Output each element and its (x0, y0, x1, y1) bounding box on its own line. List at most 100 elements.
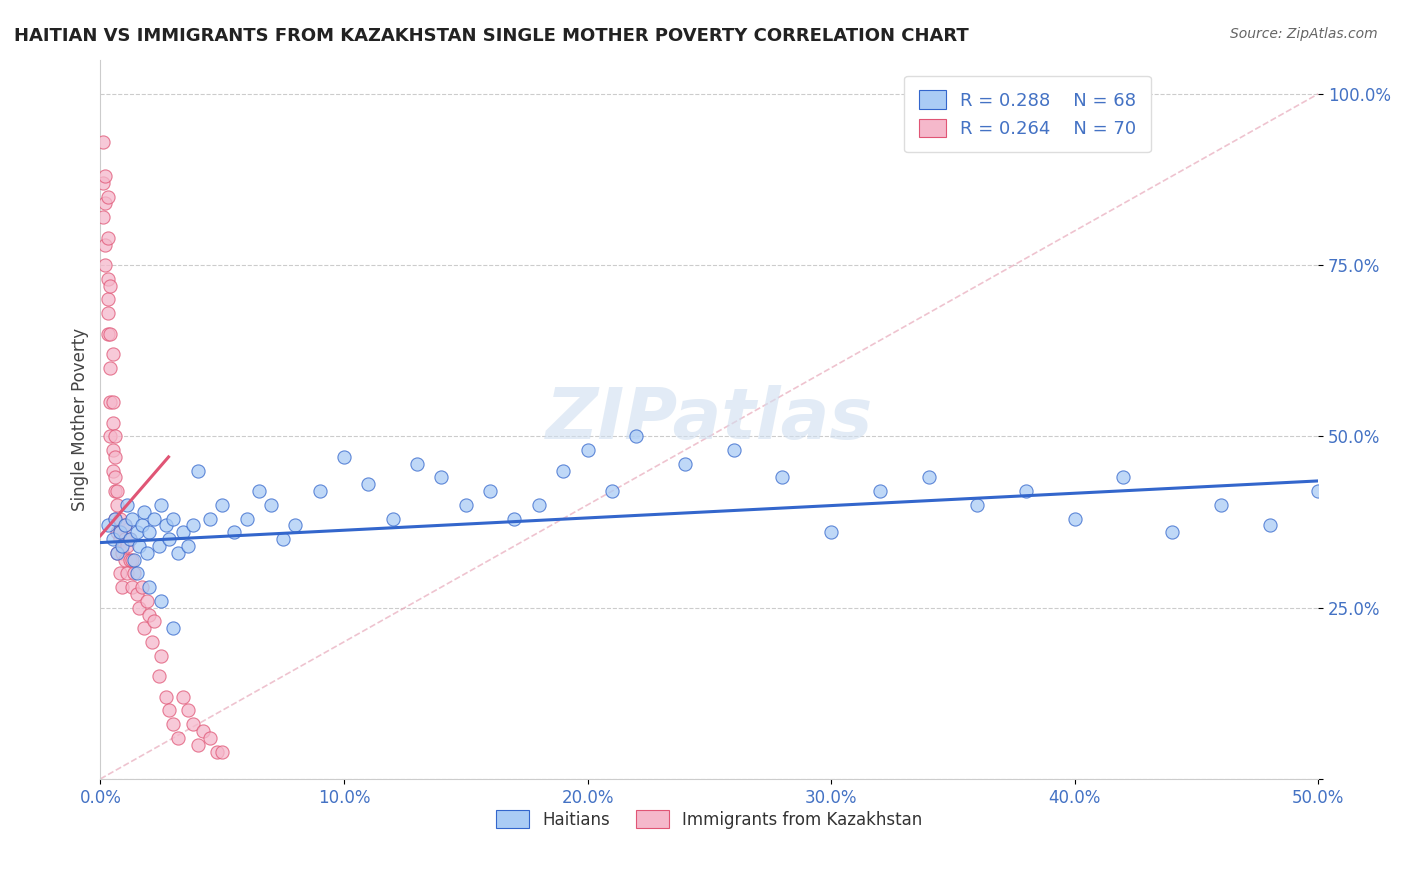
Point (503, 511, 526, 525)
Point (966, 498, 988, 512)
Point (98, 429, 121, 443)
Point (124, 552, 146, 566)
Point (162, 717, 184, 731)
Point (820, 525, 842, 540)
Text: HAITIAN VS IMMIGRANTS FROM KAZAKHSTAN SINGLE MOTHER POVERTY CORRELATION CHART: HAITIAN VS IMMIGRANTS FROM KAZAKHSTAN SI… (14, 27, 969, 45)
Point (101, 464, 124, 478)
Point (138, 607, 160, 622)
Text: ZIPatlas: ZIPatlas (546, 384, 873, 454)
Point (167, 546, 190, 560)
Point (108, 525, 131, 540)
Point (198, 511, 221, 525)
Point (115, 539, 138, 553)
Point (1258, 518, 1281, 533)
Point (107, 546, 129, 560)
Point (155, 518, 177, 533)
Point (97, 272, 120, 286)
Point (284, 518, 307, 533)
Point (121, 580, 143, 594)
Point (111, 580, 134, 594)
Point (260, 498, 283, 512)
Point (553, 464, 575, 478)
Point (191, 723, 214, 738)
Point (128, 539, 150, 553)
Point (104, 429, 127, 443)
Point (357, 477, 380, 491)
Point (576, 443, 599, 458)
Point (101, 443, 124, 458)
Text: Source: ZipAtlas.com: Source: ZipAtlas.com (1230, 27, 1378, 41)
Point (224, 525, 246, 540)
Point (114, 518, 136, 533)
Point (1112, 470, 1135, 484)
Point (101, 416, 124, 430)
Point (157, 532, 180, 546)
Point (1209, 498, 1232, 512)
Point (479, 484, 502, 499)
Point (98, 395, 121, 409)
Point (162, 511, 184, 525)
Point (91, 176, 114, 190)
Point (104, 484, 127, 499)
Point (150, 498, 173, 512)
Y-axis label: Single Mother Poverty: Single Mother Poverty (72, 327, 89, 511)
Point (155, 690, 177, 704)
Point (108, 511, 131, 525)
Point (770, 470, 793, 484)
Point (454, 498, 477, 512)
Point (125, 587, 148, 601)
Point (118, 532, 141, 546)
Point (128, 600, 150, 615)
Point (107, 546, 129, 560)
Point (142, 615, 165, 629)
Point (97, 326, 120, 341)
Point (94, 169, 117, 183)
Point (430, 470, 453, 484)
Legend: Haitians, Immigrants from Kazakhstan: Haitians, Immigrants from Kazakhstan (489, 804, 929, 835)
Point (114, 532, 136, 546)
Point (673, 457, 696, 471)
Point (97, 306, 120, 320)
Point (107, 498, 129, 512)
Point (107, 525, 129, 540)
Point (271, 532, 294, 546)
Point (108, 525, 131, 540)
Point (148, 669, 170, 683)
Point (97, 518, 120, 533)
Point (114, 552, 136, 566)
Point (111, 546, 134, 560)
Point (111, 539, 134, 553)
Point (308, 484, 330, 499)
Point (207, 745, 229, 759)
Point (124, 566, 146, 581)
Point (94, 196, 117, 211)
Point (115, 566, 138, 581)
Point (1161, 525, 1184, 540)
Point (235, 511, 257, 525)
Point (869, 484, 891, 499)
Point (118, 532, 141, 546)
Point (138, 525, 160, 540)
Point (101, 347, 124, 361)
Point (172, 690, 194, 704)
Point (98, 278, 121, 293)
Point (115, 498, 138, 512)
Point (211, 498, 233, 512)
Point (162, 621, 184, 635)
Point (1015, 484, 1038, 499)
Point (135, 594, 157, 608)
Point (101, 395, 124, 409)
Point (104, 470, 127, 484)
Point (148, 539, 170, 553)
Point (181, 717, 204, 731)
Point (114, 518, 136, 533)
Point (181, 518, 204, 533)
Point (187, 738, 209, 752)
Point (150, 594, 173, 608)
Point (104, 450, 127, 464)
Point (177, 703, 200, 717)
Point (118, 552, 141, 566)
Point (600, 484, 623, 499)
Point (134, 505, 156, 519)
Point (104, 511, 127, 525)
